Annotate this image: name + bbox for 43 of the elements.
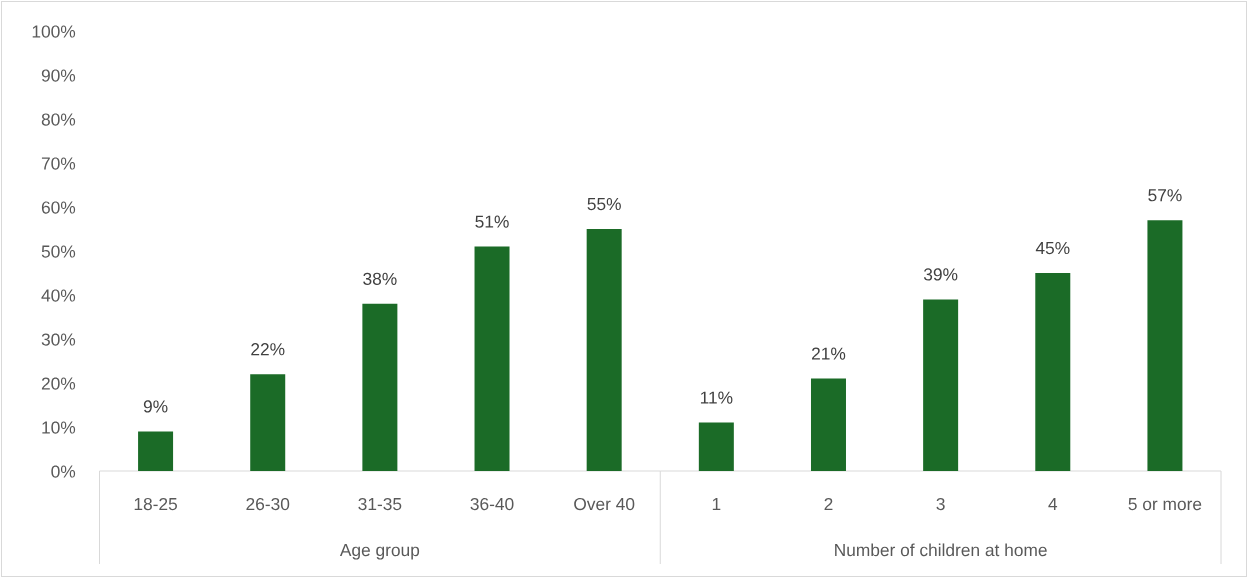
y-tick-label: 40% (41, 289, 76, 302)
data-label: 51% (475, 215, 509, 228)
data-label: 38% (363, 272, 397, 285)
bar (362, 303, 398, 471)
data-label: 55% (587, 197, 621, 211)
y-tick-label: 100% (32, 25, 76, 38)
x-axis-title: Age group (339, 544, 420, 560)
bar (698, 422, 734, 471)
y-tick-label: 30% (41, 333, 76, 346)
y-tick-label: 50% (41, 245, 76, 258)
x-tick-label: 2 (824, 497, 833, 510)
data-label: 45% (1035, 241, 1070, 255)
data-label: 21% (812, 347, 846, 360)
bar (1035, 273, 1071, 471)
x-tick-label: 1 (712, 498, 721, 510)
bar (810, 378, 846, 471)
data-label: 22% (251, 343, 285, 356)
x-tick-label: 5 or more (1128, 498, 1202, 511)
y-tick-label: 10% (42, 421, 76, 434)
x-tick-label: 31-35 (358, 497, 402, 511)
y-tick-label: 0% (51, 465, 76, 478)
y-tick-label: 60% (41, 201, 76, 214)
x-tick-label: 4 (1048, 498, 1058, 510)
data-label: 9% (143, 400, 168, 413)
y-tick-label: 20% (41, 377, 76, 390)
x-tick-label: 36-40 (470, 497, 514, 511)
bar (474, 246, 510, 471)
data-label: 39% (923, 268, 958, 281)
x-tick-label: Over 40 (574, 497, 635, 511)
bar (250, 374, 286, 471)
x-axis-title: Number of children at home (835, 543, 1047, 557)
bar (138, 431, 174, 471)
x-tick-label: 18-25 (134, 497, 177, 511)
x-tick-label: 3 (936, 497, 945, 511)
x-tick-label: 26-30 (246, 497, 290, 511)
y-tick-label: 90% (41, 69, 76, 82)
data-label: 57% (1148, 189, 1182, 202)
bar (586, 229, 622, 471)
y-tick-label: 70% (41, 157, 76, 170)
bar (923, 299, 959, 471)
data-label: 11% (700, 391, 733, 404)
y-tick-label: 80% (41, 113, 76, 126)
bar (1147, 220, 1183, 471)
